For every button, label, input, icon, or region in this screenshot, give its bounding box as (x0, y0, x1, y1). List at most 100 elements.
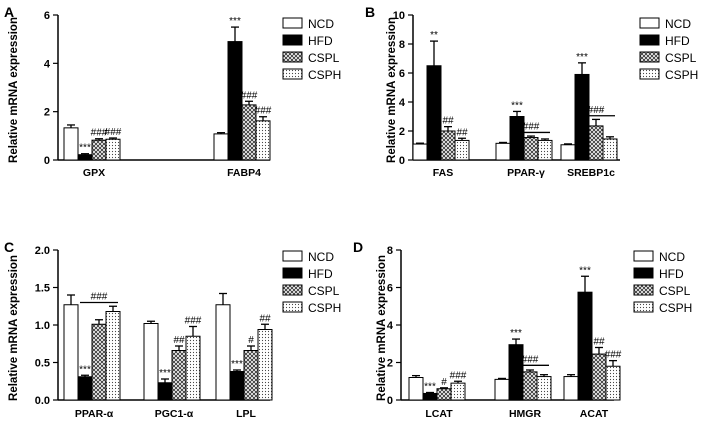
legend-label: HFD (665, 34, 690, 48)
significance-mark: ** (430, 30, 438, 41)
significance-mark: ### (185, 316, 202, 327)
y-tick-label: 4 (387, 320, 394, 332)
legend-swatch (282, 301, 303, 313)
bar (523, 137, 539, 161)
legend-swatch (633, 267, 654, 279)
legend-label: CSPH (659, 301, 692, 315)
significance-mark: *** (424, 382, 436, 393)
bar (495, 142, 511, 161)
y-tick-label: 6 (387, 283, 393, 295)
bar (522, 371, 538, 401)
bar (255, 120, 271, 161)
legend-swatch (639, 51, 660, 63)
bar (450, 382, 466, 401)
x-tick-label: FAS (433, 167, 453, 179)
legend-swatch (633, 301, 654, 313)
group-significance-mark: ### (91, 292, 108, 303)
panel-letter: A (4, 4, 14, 20)
y-tick-label: 4 (399, 97, 406, 109)
significance-mark: ## (259, 313, 271, 324)
bar (243, 350, 259, 401)
bar (213, 133, 229, 161)
legend-label: CSPL (308, 284, 340, 298)
significance-mark: *** (576, 52, 588, 63)
legend-label: NCD (308, 17, 334, 31)
significance-mark: *** (511, 100, 523, 111)
bar (63, 127, 79, 161)
significance-mark: ### (450, 370, 467, 381)
y-axis-label: Relative mRNA expression (8, 255, 20, 401)
significance-mark: ### (605, 350, 622, 361)
bar (422, 392, 438, 401)
legend-label: CSPH (308, 301, 341, 315)
legend-label: CSPH (308, 68, 341, 82)
panel-letter: C (4, 239, 14, 255)
x-tick-label: HMGR (509, 408, 541, 420)
legend-swatch (282, 34, 303, 46)
significance-mark: ### (105, 127, 122, 138)
legend-swatch (639, 34, 660, 46)
significance-mark: *** (579, 265, 591, 276)
bar (426, 65, 442, 161)
bar (536, 376, 552, 401)
y-tick-label: 2 (44, 107, 50, 119)
group-significance-mark: ### (522, 354, 539, 365)
legend-label: CSPL (665, 51, 697, 65)
panel-letter: D (353, 239, 363, 255)
y-tick-label: 1.5 (35, 283, 50, 295)
y-tick-label: 8 (399, 39, 405, 51)
bar (588, 125, 604, 161)
y-tick-label: 1.0 (35, 320, 50, 332)
bar (454, 139, 470, 161)
y-tick-label: 4 (44, 58, 51, 70)
legend-label: NCD (659, 250, 685, 264)
significance-mark: *** (229, 16, 241, 27)
significance-mark: ### (241, 90, 258, 101)
significance-mark: *** (159, 368, 171, 379)
y-tick-label: 8 (387, 245, 393, 257)
bar (229, 371, 245, 401)
y-axis-label: Relative mRNA expression (376, 255, 388, 401)
x-tick-label: PPAR-γ (507, 167, 545, 179)
significance-mark: ## (593, 337, 605, 348)
bar (563, 376, 579, 401)
legend-swatch (282, 284, 303, 296)
bar (494, 378, 510, 401)
bar (143, 323, 159, 401)
y-axis-label: Relative mRNA expression (8, 17, 20, 163)
y-axis-label: Relative mRNA expression (386, 17, 398, 163)
legend-swatch (282, 68, 303, 80)
significance-mark: *** (510, 328, 522, 339)
bar (560, 144, 576, 161)
significance-mark: ## (442, 116, 454, 127)
legend-label: HFD (308, 267, 333, 281)
significance-mark: *** (231, 359, 243, 370)
legend-label: HFD (308, 34, 333, 48)
legend-swatch (282, 250, 303, 262)
x-tick-label: GPX (83, 167, 105, 179)
y-tick-label: 2 (399, 126, 405, 138)
legend-swatch (633, 250, 654, 262)
y-tick-label: 0 (387, 395, 393, 407)
legend-swatch (639, 17, 660, 29)
bar (185, 335, 201, 401)
bar (412, 143, 428, 161)
bar (537, 139, 553, 161)
y-tick-label: 0.5 (35, 358, 50, 370)
x-tick-label: LPL (236, 408, 256, 420)
legend-label: CSPH (665, 68, 698, 82)
bar (91, 139, 107, 161)
significance-mark: # (441, 377, 447, 388)
bar (408, 377, 424, 401)
x-tick-label: FABP4 (227, 167, 261, 179)
y-tick-label: 0 (399, 155, 405, 167)
bar (105, 311, 121, 401)
y-tick-label: 2 (387, 358, 393, 370)
legend-swatch (639, 68, 660, 80)
legend-swatch (282, 51, 303, 63)
x-tick-label: ACAT (580, 408, 609, 420)
bar (436, 388, 452, 401)
